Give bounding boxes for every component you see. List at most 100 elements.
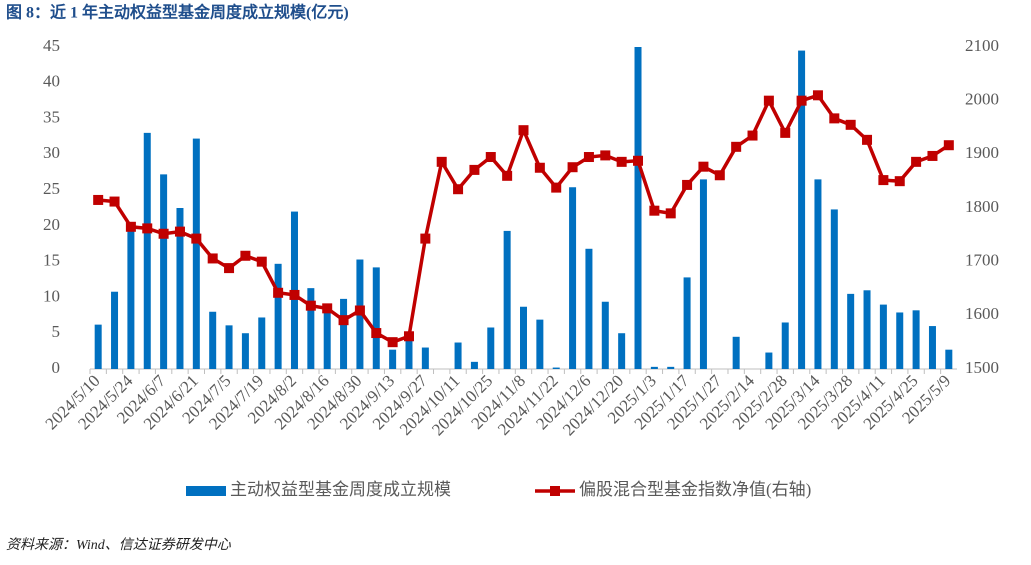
marker bbox=[551, 182, 562, 193]
bar bbox=[650, 366, 658, 369]
legend-label: 主动权益型基金周度成立规模 bbox=[230, 480, 451, 499]
marker bbox=[747, 130, 758, 141]
marker bbox=[829, 113, 840, 124]
bar bbox=[847, 293, 855, 369]
marker bbox=[878, 175, 889, 186]
marker bbox=[158, 228, 169, 239]
legend-label: 偏股混合型基金指数净值(右轴) bbox=[579, 480, 811, 499]
bar bbox=[258, 317, 266, 369]
bar bbox=[879, 304, 887, 369]
y2-tick-label: 1900 bbox=[965, 143, 999, 162]
y2-tick-label: 1700 bbox=[965, 251, 999, 270]
y-tick-label: 15 bbox=[43, 251, 60, 270]
y2-tick-label: 2100 bbox=[965, 36, 999, 55]
marker bbox=[305, 300, 316, 311]
marker bbox=[911, 156, 922, 167]
marker bbox=[763, 95, 774, 106]
bar bbox=[765, 352, 773, 369]
bar bbox=[160, 174, 168, 369]
bar bbox=[683, 277, 691, 369]
marker bbox=[502, 170, 513, 181]
bar bbox=[143, 132, 151, 369]
marker bbox=[649, 205, 660, 216]
marker bbox=[633, 155, 644, 166]
bar bbox=[340, 298, 348, 369]
bar bbox=[405, 336, 413, 369]
marker bbox=[453, 184, 464, 195]
y-tick-label: 30 bbox=[43, 143, 60, 162]
bar bbox=[928, 326, 936, 369]
bar bbox=[569, 187, 577, 369]
bar bbox=[618, 333, 626, 369]
marker bbox=[731, 141, 742, 152]
bar bbox=[945, 349, 953, 369]
bar bbox=[323, 304, 331, 369]
marker bbox=[534, 162, 545, 173]
marker bbox=[845, 119, 856, 130]
bar bbox=[127, 225, 135, 369]
marker bbox=[125, 221, 136, 232]
legend-swatch bbox=[550, 486, 560, 496]
bar bbox=[896, 312, 904, 369]
marker bbox=[387, 337, 398, 348]
marker bbox=[93, 194, 104, 205]
marker bbox=[943, 140, 954, 151]
bar bbox=[241, 333, 249, 369]
bar bbox=[192, 138, 200, 369]
y2-tick-label: 1600 bbox=[965, 304, 999, 323]
bar bbox=[389, 349, 397, 369]
bar bbox=[732, 336, 740, 369]
marker bbox=[191, 233, 202, 244]
bar bbox=[225, 325, 233, 369]
y-tick-label: 25 bbox=[43, 179, 60, 198]
y-tick-label: 10 bbox=[43, 286, 60, 305]
marker bbox=[600, 150, 611, 161]
marker bbox=[403, 331, 414, 342]
marker bbox=[780, 127, 791, 138]
chart-title: 图 8：近 1 年主动权益型基金周度成立规模(亿元) bbox=[6, 3, 349, 22]
source: 资料来源：Wind、信达证券研发中心 bbox=[6, 537, 232, 553]
marker bbox=[240, 250, 251, 261]
bar bbox=[912, 310, 920, 369]
bar bbox=[667, 366, 675, 369]
marker bbox=[518, 125, 529, 136]
marker bbox=[354, 305, 365, 316]
bar bbox=[421, 347, 429, 369]
bar bbox=[307, 288, 315, 369]
bar bbox=[503, 230, 511, 369]
marker bbox=[485, 152, 496, 163]
marker bbox=[322, 303, 333, 314]
bar bbox=[470, 361, 478, 369]
marker bbox=[420, 233, 431, 244]
y-tick-label: 0 bbox=[52, 358, 61, 377]
bar bbox=[552, 367, 560, 369]
bar bbox=[94, 324, 102, 369]
y2-tick-label: 1500 bbox=[965, 358, 999, 377]
y-tick-label: 35 bbox=[43, 107, 60, 126]
bar bbox=[209, 311, 217, 369]
marker bbox=[469, 164, 480, 175]
marker bbox=[109, 196, 120, 207]
legend-swatch bbox=[186, 486, 226, 496]
marker bbox=[289, 289, 300, 300]
bar bbox=[274, 263, 282, 369]
bar bbox=[487, 327, 495, 369]
marker bbox=[698, 161, 709, 172]
bar bbox=[699, 179, 707, 369]
marker bbox=[273, 287, 284, 298]
bar bbox=[454, 342, 462, 369]
bar bbox=[634, 47, 642, 369]
y-tick-label: 20 bbox=[43, 215, 60, 234]
marker bbox=[894, 176, 905, 187]
bar bbox=[176, 208, 184, 369]
marker bbox=[862, 134, 873, 145]
marker bbox=[796, 95, 807, 106]
marker bbox=[338, 315, 349, 326]
y2-tick-label: 2000 bbox=[965, 90, 999, 109]
marker bbox=[371, 328, 382, 339]
y-tick-label: 40 bbox=[43, 72, 60, 91]
bar bbox=[585, 248, 593, 369]
marker bbox=[142, 223, 153, 234]
marker bbox=[256, 256, 267, 267]
marker bbox=[174, 226, 185, 237]
